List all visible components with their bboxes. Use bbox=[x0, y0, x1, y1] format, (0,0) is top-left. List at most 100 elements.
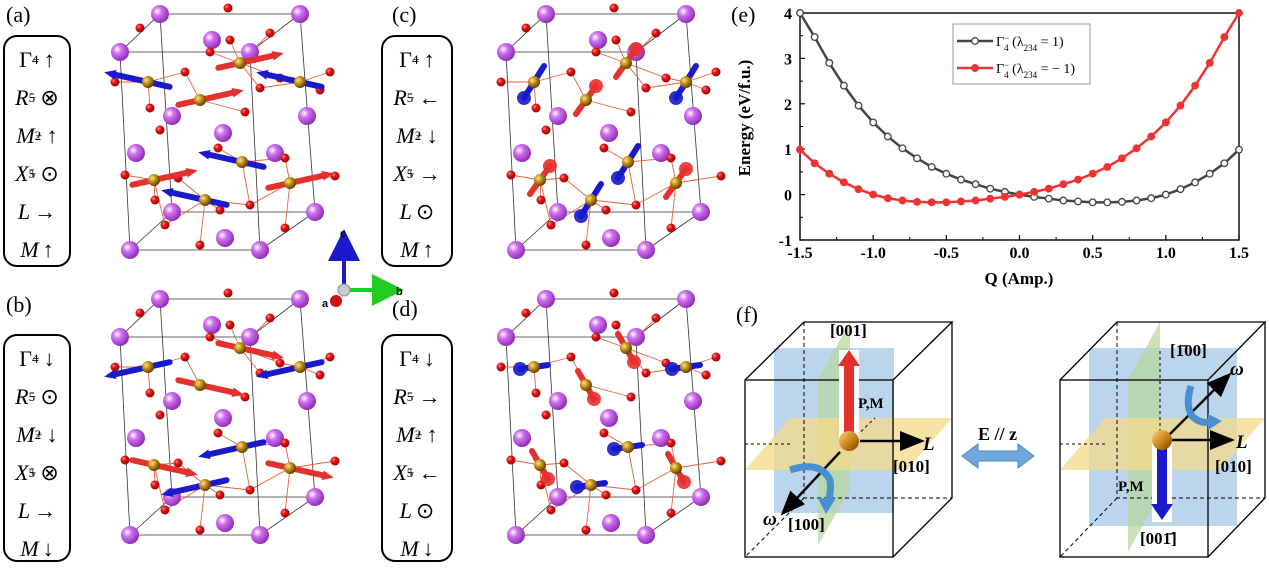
irrep-symbol: R bbox=[393, 85, 407, 110]
direction-symbol: ⊙ bbox=[40, 161, 59, 186]
irrep-superscript: + bbox=[415, 427, 423, 442]
omega-vector-arrow bbox=[780, 451, 841, 516]
a-site-atom bbox=[637, 526, 655, 544]
oxygen-atom bbox=[245, 200, 255, 210]
y-tick-label: 4 bbox=[784, 6, 792, 23]
b-site-atom bbox=[585, 479, 597, 491]
irrep-row: M 2 + ↓ bbox=[383, 117, 451, 155]
dir-label-100: [100] bbox=[788, 515, 825, 534]
oxygen-atom bbox=[641, 368, 651, 378]
oxygen-atom bbox=[641, 83, 651, 93]
a-site-atom bbox=[549, 488, 567, 506]
irrep-subscript: 5 bbox=[406, 465, 414, 480]
y-tick-label: 0 bbox=[784, 188, 792, 205]
irrep-superscript: − bbox=[412, 52, 420, 67]
a-site-atom bbox=[549, 392, 567, 410]
legend-text-part: − bbox=[1004, 33, 1009, 43]
irrep-symbol: L bbox=[399, 498, 412, 523]
L-label: L bbox=[1235, 432, 1248, 453]
field-switch-arrow: E // z bbox=[961, 424, 1035, 469]
oxygen-atom bbox=[160, 505, 170, 515]
magnetic-moment-arrow bbox=[166, 189, 230, 208]
irrep-symbol: M bbox=[396, 422, 415, 447]
data-point bbox=[1235, 145, 1243, 154]
data-point bbox=[1059, 180, 1068, 189]
legend-entry: Γ− 4 (λ234 = − 1) bbox=[996, 60, 1075, 80]
oxygen-atom bbox=[521, 23, 531, 33]
direction-symbol: ↓ bbox=[422, 536, 434, 561]
a-site-atom bbox=[291, 5, 309, 23]
bond bbox=[585, 199, 592, 246]
direction-symbol: → bbox=[418, 161, 441, 186]
a-site-atom bbox=[251, 241, 269, 259]
x-tick-label: 0.0 bbox=[1010, 245, 1030, 262]
oxygen-atom bbox=[330, 456, 340, 466]
b-site-atom bbox=[284, 462, 296, 474]
direction-symbol: ⊗ bbox=[40, 85, 59, 110]
data-point bbox=[1191, 81, 1200, 90]
data-point bbox=[1103, 198, 1112, 207]
oxygen-atom bbox=[315, 370, 325, 380]
data-point bbox=[1074, 175, 1082, 184]
bond bbox=[585, 484, 592, 531]
oxygen-atom bbox=[280, 153, 290, 163]
oxygen-atom bbox=[666, 508, 676, 518]
a-site-atom bbox=[298, 392, 316, 410]
double-arrow-icon bbox=[961, 443, 1035, 469]
oxygen-atom bbox=[275, 358, 285, 368]
irrep-row: R 5− ← bbox=[383, 79, 451, 117]
moment-arrowhead bbox=[321, 470, 334, 480]
data-point bbox=[1235, 9, 1243, 17]
bond bbox=[675, 460, 722, 469]
a-site-atom bbox=[203, 31, 221, 49]
irrep-superscript: − bbox=[407, 389, 415, 404]
oxygen-atom bbox=[265, 313, 275, 323]
moment-arrowhead bbox=[271, 350, 284, 360]
oxygen-atom bbox=[213, 428, 223, 438]
irrep-legend-d: Γ 4− ↓ R 5− → M 2 + ↑ X 5 + ← L ⊙ M ↓ bbox=[381, 334, 453, 562]
a-site-atom bbox=[602, 229, 620, 247]
moment-arrowhead bbox=[665, 362, 679, 376]
irrep-symbol: M bbox=[400, 536, 419, 561]
bond bbox=[625, 62, 667, 79]
a-site-atom bbox=[151, 290, 169, 308]
chart-legend: Γ− 4 (λ234 = 1)Γ− 4 (λ234 = − 1) bbox=[952, 23, 1091, 85]
unit-cell-edge bbox=[119, 51, 131, 251]
oxygen-atom bbox=[110, 77, 120, 87]
oxygen-atom bbox=[566, 67, 576, 77]
legend-text-part: (λ bbox=[1009, 35, 1024, 50]
symmetry-schematic: [001] P,M L [010] ω [100] E // z [1̄00] … bbox=[744, 321, 1267, 558]
data-point bbox=[1103, 162, 1112, 171]
irrep-row: X 5 + → bbox=[383, 155, 451, 193]
b-site-atom bbox=[236, 441, 248, 453]
oxygen-atom bbox=[531, 103, 541, 113]
data-point bbox=[1117, 197, 1126, 206]
irrep-row: Γ 4− ↓ bbox=[5, 340, 69, 378]
irrep-row: R 5− ⊗ bbox=[5, 79, 69, 117]
direction-symbol: → bbox=[34, 199, 57, 224]
a-site-atom bbox=[216, 229, 234, 247]
a-site-atom bbox=[298, 107, 316, 125]
bond bbox=[199, 199, 206, 246]
data-point bbox=[796, 9, 804, 17]
irrep-row: R 5− ⊙ bbox=[5, 378, 69, 416]
legend-text-part: (λ bbox=[1009, 62, 1024, 77]
b-site-atom bbox=[534, 174, 546, 186]
moment-arrowhead bbox=[198, 449, 211, 459]
oxygen-atom bbox=[559, 173, 569, 183]
oxygen-atom bbox=[180, 352, 190, 362]
magnetic-moment-arrow bbox=[175, 377, 239, 396]
oxygen-atom bbox=[150, 195, 160, 205]
unit-cell-edge bbox=[515, 211, 559, 251]
a-site-atom bbox=[163, 203, 181, 221]
oxygen-atom bbox=[213, 143, 223, 153]
irrep-symbol: M bbox=[396, 123, 415, 148]
irrep-subscript: 4 bbox=[411, 351, 419, 366]
irrep-subscript: 2 bbox=[414, 427, 422, 442]
irrep-superscript: − bbox=[29, 389, 37, 404]
data-point bbox=[1132, 196, 1141, 205]
moment-arrowhead bbox=[161, 188, 174, 198]
oxygen-atom bbox=[280, 438, 290, 448]
irrep-superscript: + bbox=[29, 465, 37, 480]
